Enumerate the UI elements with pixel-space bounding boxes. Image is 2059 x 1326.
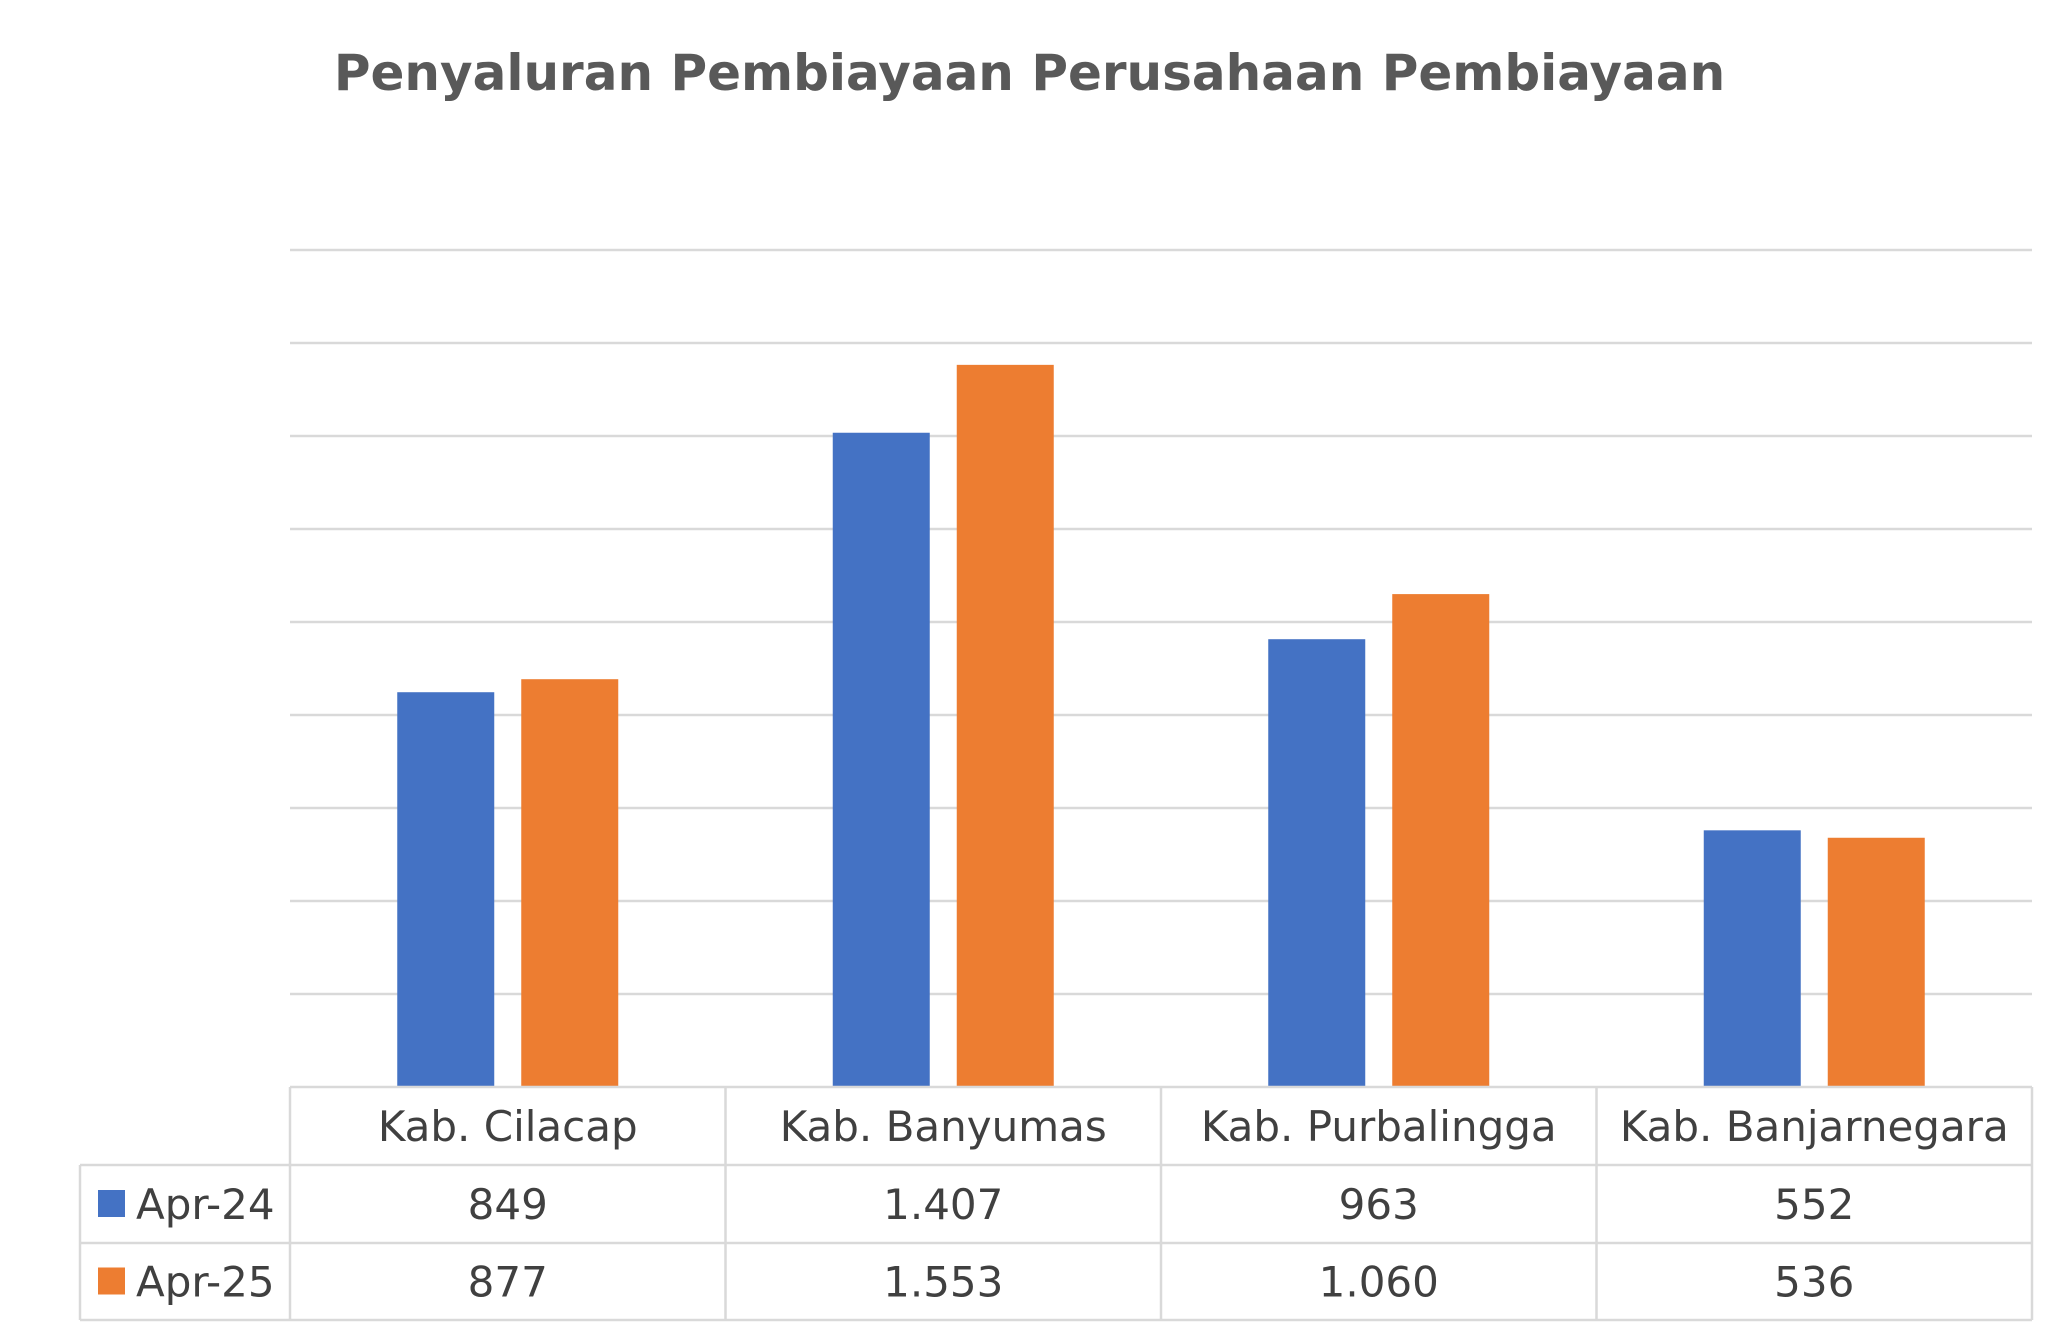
category-label: Kab. Cilacap <box>378 1102 638 1151</box>
data-value: 963 <box>1339 1180 1419 1229</box>
series-name: Apr-24 <box>136 1180 275 1229</box>
data-value: 1.553 <box>883 1258 1003 1307</box>
bar-apr-25-3 <box>1392 594 1490 1087</box>
data-value: 1.060 <box>1319 1258 1439 1307</box>
data-value: 536 <box>1774 1258 1854 1307</box>
bar-apr-25-1 <box>521 679 619 1087</box>
data-table: Kab. Cilacap Kab. Banyumas Kab. Purbalingg… <box>78 1085 2034 1322</box>
legend-key-apr-24 <box>98 1190 125 1217</box>
bar-apr-24-2 <box>832 432 930 1087</box>
bars <box>397 364 1925 1088</box>
legend-key-apr-25 <box>98 1267 125 1295</box>
bar-apr-25-2 <box>956 364 1054 1088</box>
data-value: 849 <box>468 1180 548 1229</box>
chart-title: Penyaluran Pembiayaan Perusahaan Pembiay… <box>333 44 1726 102</box>
data-value: 877 <box>468 1258 548 1307</box>
bar-apr-24-3 <box>1268 639 1366 1087</box>
bar-apr-24-4 <box>1703 830 1801 1087</box>
bar-apr-25-4 <box>1827 837 1925 1087</box>
bar-apr-24-1 <box>397 692 495 1087</box>
data-value: 1.407 <box>883 1180 1003 1229</box>
category-label: Kab. Banjarnegara <box>1620 1102 2009 1151</box>
category-label: Kab. Banyumas <box>780 1102 1107 1151</box>
category-label: Kab. Purbalingga <box>1201 1102 1557 1151</box>
series-name: Apr-25 <box>136 1258 275 1307</box>
data-value: 552 <box>1774 1180 1854 1229</box>
